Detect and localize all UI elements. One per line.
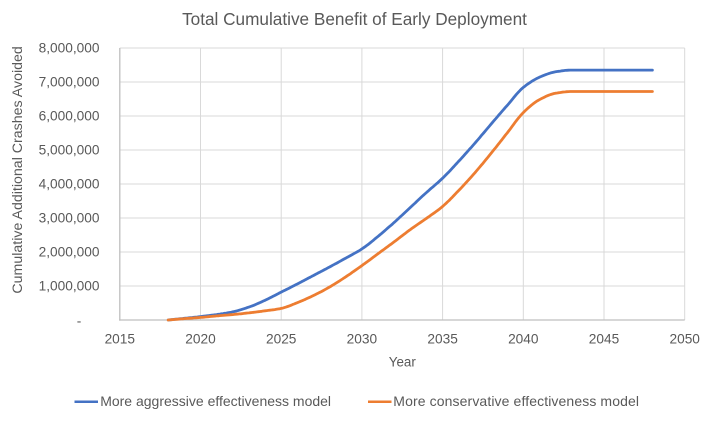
svg-text:2030: 2030 [347, 331, 378, 346]
svg-text:4,000,000: 4,000,000 [39, 177, 100, 192]
svg-text:Year: Year [389, 355, 417, 370]
svg-text:-: - [77, 314, 82, 329]
svg-text:3,000,000: 3,000,000 [39, 211, 100, 226]
svg-text:2035: 2035 [427, 331, 458, 346]
svg-text:More aggressive effectiveness: More aggressive effectiveness model [100, 393, 331, 409]
svg-text:8,000,000: 8,000,000 [39, 41, 100, 56]
svg-text:Cumulative Additional Crashes: Cumulative Additional Crashes Avoided [10, 46, 26, 293]
svg-text:6,000,000: 6,000,000 [39, 109, 100, 124]
svg-text:2045: 2045 [589, 331, 620, 346]
svg-text:2040: 2040 [508, 331, 539, 346]
svg-text:Total Cumulative Benefit of Ea: Total Cumulative Benefit of Early Deploy… [182, 9, 527, 29]
svg-text:2,000,000: 2,000,000 [39, 245, 100, 260]
svg-text:2020: 2020 [185, 331, 216, 346]
svg-text:5,000,000: 5,000,000 [39, 143, 100, 158]
svg-text:2050: 2050 [669, 331, 700, 346]
svg-text:1,000,000: 1,000,000 [39, 279, 100, 294]
svg-text:2025: 2025 [266, 331, 297, 346]
svg-text:7,000,000: 7,000,000 [39, 75, 100, 90]
svg-text:More conservative effectivenes: More conservative effectiveness model [393, 393, 639, 409]
svg-text:2015: 2015 [105, 331, 136, 346]
